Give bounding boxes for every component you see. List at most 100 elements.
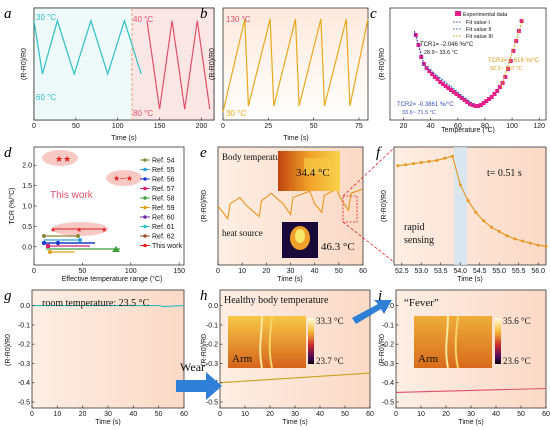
panel-i-label: i — [378, 288, 382, 304]
panel-g: room temperature: 23.5 °C g 0 10 20 30 40 50 6… — [4, 288, 188, 426]
panel-a-label: a — [4, 6, 12, 22]
data-point — [443, 156, 447, 160]
data-point — [497, 229, 501, 233]
annot-a-60: 60 °C — [36, 93, 56, 102]
legend-c-0: Experimental data — [463, 12, 508, 18]
panel-e-xlabel: Time (s) — [277, 276, 302, 283]
y-tick-label: -0.3 — [382, 361, 394, 368]
wear-arrow: Wear — [176, 360, 222, 400]
data-point — [506, 67, 510, 71]
x-tick-label: 100 — [125, 268, 137, 275]
y-tick-label: -0.1 — [382, 322, 394, 329]
panel-c-label: c — [370, 6, 377, 22]
panel-a: a 30 °C 60 °C 40 °C 80 °C 0 50 100 150 200 T… — [4, 6, 215, 142]
panel-i: “Fever” Arm 35.6 °C 23.6 °C i 0 10 20 30 40 5… — [378, 288, 550, 426]
data-point — [419, 55, 424, 59]
panel-e-label: e — [200, 145, 207, 161]
series-line-room — [32, 305, 185, 308]
panel-d-ylabel: TCR (%/°C) — [8, 187, 16, 224]
panel-a-ylabel: (R-R0)/R0 — [21, 48, 28, 80]
x-tick-label: 55.0 — [492, 268, 506, 275]
y-tick-label: 1.0 — [22, 204, 32, 211]
wear-arrow-icon — [176, 372, 222, 400]
x-tick-label: 10 — [238, 268, 246, 275]
y-tick-label: -0.2 — [206, 342, 218, 349]
x-tick-label: 50 — [335, 268, 343, 275]
legend-swatch-marker — [143, 158, 147, 162]
panel-b-label: b — [200, 6, 208, 22]
x-tick-label: 10 — [241, 411, 249, 418]
x-tick-label: 55.5 — [512, 268, 526, 275]
legend-entry: Ref. 61 — [152, 224, 175, 231]
data-point — [465, 100, 470, 104]
annot-c-tcr3: TCR3= 1.616 %/°C — [488, 58, 540, 64]
h-healthy: Healthy body temperature — [224, 295, 329, 306]
e-body-temp-value: 34.4 °C — [296, 167, 330, 179]
data-point — [435, 158, 439, 162]
i-cbar-max: 35.6 °C — [503, 316, 531, 326]
data-point — [451, 90, 456, 94]
d-ref-segments — [41, 234, 120, 254]
x-tick-label: 20 — [79, 411, 87, 418]
legend-entry: Ref. 57 — [152, 186, 175, 193]
panel-g-frame — [31, 289, 185, 409]
h-cbar-min: 23.7 °C — [316, 356, 344, 366]
y-tick-label: -0.3 — [18, 361, 30, 368]
panel-a-xlabel: Time (s) — [111, 135, 136, 142]
d-star-1: ★★ — [55, 154, 71, 164]
x-tick-label: 30 — [287, 268, 295, 275]
f-response-time: t= 0.51 s — [487, 168, 522, 179]
fit-line-1 — [413, 30, 425, 65]
data-point — [416, 43, 421, 47]
y-tick-label: -0.1 — [206, 322, 218, 329]
x-tick-label: 0 — [218, 411, 222, 418]
y-tick-label: 1.5 — [22, 183, 32, 190]
data-point — [412, 162, 415, 166]
y-tick-label: 0.0 — [20, 303, 30, 310]
panel-h-ylabel: (R-R0)/R0 — [201, 334, 208, 366]
annot-c-range2: 33.6~ 71.5 °C — [402, 110, 436, 116]
panel-h-xlabel: Time (s) — [282, 419, 307, 426]
y-tick-label: 2.0 — [22, 163, 32, 170]
y-tick-label: -0.1 — [18, 322, 30, 329]
data-point — [478, 103, 483, 107]
x-tick-label: 40 — [427, 123, 435, 130]
data-point — [404, 163, 408, 167]
data-point — [476, 104, 481, 108]
data-point — [474, 210, 478, 214]
panel-f-label: f — [376, 145, 382, 161]
x-tick-label: 54.0 — [453, 268, 467, 275]
x-tick-label: 0 — [30, 411, 34, 418]
series-line-130-30-°C-cycles — [222, 18, 369, 113]
annot-c-tcr1: TCR1= -2.046 %/°C — [420, 42, 474, 48]
x-tick-label: 50 — [310, 123, 318, 130]
data-point — [443, 84, 448, 88]
annot-a-40: 40 °C — [133, 15, 153, 24]
data-point — [451, 154, 454, 158]
i-fever: “Fever” — [404, 297, 439, 309]
panel-i-xlabel: Time (s) — [458, 419, 483, 426]
annot-c-range3: 92.2~ 107 °C — [490, 66, 522, 72]
data-point — [459, 96, 464, 100]
x-tick-label: 53.0 — [414, 268, 428, 275]
panel-d-frame — [33, 146, 185, 266]
panel-i-ylabel: (R-R0)/R0 — [379, 334, 386, 366]
x-tick-label: 75 — [355, 123, 363, 130]
x-tick-label: 25 — [264, 123, 272, 130]
panel-d-legend: Ref. 54 Ref. 55 Ref. 56 Ref. 57 Ref. 58 Ref. … — [140, 158, 182, 250]
data-point — [484, 99, 489, 103]
panel-b-ylabel: (R-R0)/R0 — [209, 48, 216, 80]
panel-c: c Experimental data Fit value I Fit valu… — [370, 6, 547, 134]
data-point — [497, 85, 502, 89]
data-point — [473, 104, 478, 108]
e-zoom-box — [342, 195, 358, 223]
x-tick-label: 40 — [129, 411, 137, 418]
f-rapid: rapid — [404, 222, 425, 233]
data-point — [454, 92, 459, 96]
x-tick-label: 0 — [216, 268, 220, 275]
data-point — [511, 49, 516, 53]
x-tick-label: 100 — [506, 123, 518, 130]
panel-b: b 130 °C 30 °C 0 25 50 75 Time (s) (R-R0)/R… — [200, 6, 369, 142]
